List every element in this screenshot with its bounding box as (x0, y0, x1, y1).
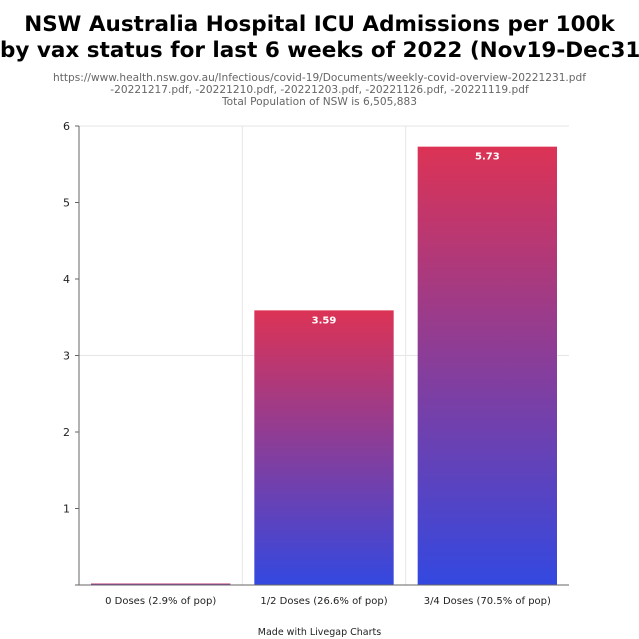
chart-title-line-1: NSW Australia Hospital ICU Admissions pe… (24, 12, 615, 37)
bar-1[interactable] (254, 310, 394, 585)
bar-0[interactable] (91, 583, 231, 586)
chart-subtitle-line-1: https://www.health.nsw.gov.au/Infectious… (53, 72, 586, 84)
y-tick-label-3: 3 (63, 350, 70, 363)
data-label-1: 3.59 (312, 315, 337, 326)
y-tick-label-6: 6 (63, 120, 70, 133)
y-tick-label-2: 2 (63, 426, 70, 439)
y-tick-label-1: 1 (63, 503, 70, 516)
labels: 3.59 5.73 1 2 3 4 5 6 0 Doses (2.9% of pop) 1/2 D… (63, 120, 551, 607)
data-label-2: 5.73 (475, 152, 500, 163)
x-tick-label-1: 1/2 Doses (26.6% of pop) (260, 596, 387, 607)
chart-subtitle-line-3: Total Population of NSW is 6,505,883 (222, 96, 417, 108)
y-tick-label-4: 4 (63, 273, 70, 286)
chart-subtitle-line-2: -20221217.pdf, -20221210.pdf, -20221203.… (110, 84, 529, 96)
x-tick-label-2: 3/4 Doses (70.5% of pop) (424, 596, 551, 607)
bar-2[interactable] (417, 146, 557, 585)
chart-title-line-2: by vax status for last 6 weeks of 2022 (… (0, 38, 639, 63)
credit-text: Made with Livegap Charts (257, 627, 382, 638)
axes (75, 125, 569, 586)
x-tick-label-0: 0 Doses (2.9% of pop) (105, 596, 216, 607)
y-tick-label-5: 5 (63, 197, 70, 210)
bars (91, 146, 557, 586)
